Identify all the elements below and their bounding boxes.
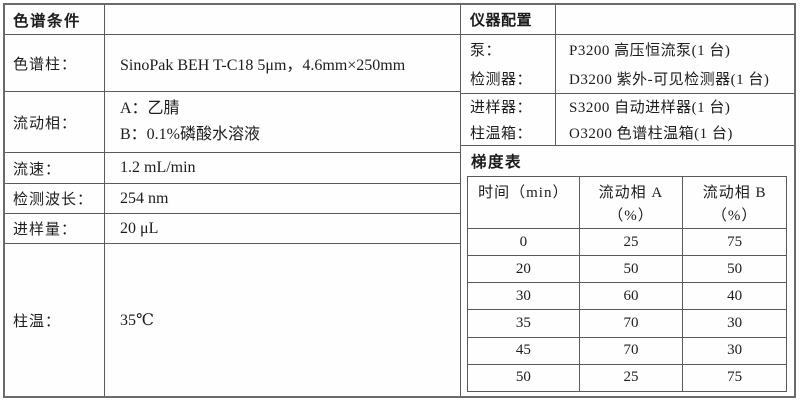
empty-header-cell bbox=[105, 5, 460, 34]
phase-a-column-header: 流动相 A （%） bbox=[578, 176, 684, 229]
pump-value: P3200 高压恒流泵(1 台) bbox=[569, 43, 731, 59]
phase-b-cell: 50 bbox=[682, 255, 787, 284]
table-row: 流速： 1.2 mL/min bbox=[5, 153, 460, 184]
pump-label: 泵： bbox=[470, 43, 502, 59]
wavelength-value: 254 nm bbox=[120, 189, 169, 207]
wavelength-label: 检测波长： bbox=[5, 184, 105, 213]
injection-volume-label: 进样量： bbox=[5, 214, 105, 243]
phase-a-cell: 25 bbox=[578, 363, 684, 393]
oven-value: O3200 色谱柱温箱(1 台) bbox=[569, 125, 733, 142]
injector-label: 进样器： bbox=[470, 100, 533, 117]
gradient-row: 35 70 30 bbox=[467, 309, 787, 338]
phase-b-cell: 30 bbox=[682, 336, 787, 365]
phase-b-cell: 75 bbox=[682, 227, 787, 257]
time-cell: 35 bbox=[467, 309, 580, 338]
empty-header-cell bbox=[556, 5, 794, 34]
oven-label: 柱温箱： bbox=[470, 125, 533, 142]
right-panel-title: 仪器配置 bbox=[470, 13, 533, 29]
column-label: 色谱柱： bbox=[5, 35, 105, 91]
time-cell: 0 bbox=[467, 227, 580, 257]
table-row: 柱温： 35℃ bbox=[5, 244, 460, 396]
gradient-table-title: 梯度表 bbox=[471, 154, 523, 171]
document-sheet: 色谱条件 色谱柱： SinoPak BEH T-C18 5μm，4.6mm×25… bbox=[3, 3, 796, 398]
gradient-row: 50 25 75 bbox=[467, 363, 787, 393]
table-row: 色谱柱： SinoPak BEH T-C18 5μm，4.6mm×250mm bbox=[5, 35, 460, 92]
phase-a-cell: 70 bbox=[578, 309, 684, 338]
phase-b-column-header: 流动相 B （%） bbox=[682, 176, 787, 229]
phase-b-cell: 30 bbox=[682, 309, 787, 338]
instrument-labels: 进样器： 柱温箱： bbox=[461, 94, 556, 145]
time-cell: 20 bbox=[467, 255, 580, 284]
instrument-values: P3200 高压恒流泵(1 台) D3200 紫外-可见检测器(1 台) bbox=[556, 35, 794, 93]
instrument-labels: 泵： 检测器： bbox=[461, 35, 556, 93]
gradient-row: 45 70 30 bbox=[467, 336, 787, 365]
gradient-table-area: 时间（min） 流动相 A （%） 流动相 B （%） 0 bbox=[461, 176, 794, 396]
time-cell: 50 bbox=[467, 363, 580, 393]
column-temp-label: 柱温： bbox=[5, 244, 105, 396]
phase-a-cell: 70 bbox=[578, 336, 684, 365]
injector-oven-row: 进样器： 柱温箱： S3200 自动进样器(1 台) O3200 色谱柱温箱(1… bbox=[461, 94, 794, 146]
time-cell: 45 bbox=[467, 336, 580, 365]
gradient-row: 20 50 50 bbox=[467, 255, 787, 284]
table-row: 色谱条件 bbox=[5, 5, 460, 35]
gradient-header-row: 时间（min） 流动相 A （%） 流动相 B （%） bbox=[467, 176, 787, 229]
phase-b-cell: 40 bbox=[682, 282, 787, 311]
gradient-row: 0 25 75 bbox=[467, 227, 787, 257]
table-row: 检测波长： 254 nm bbox=[5, 184, 460, 214]
injection-volume-value: 20 μL bbox=[120, 219, 159, 237]
pump-detector-row: 泵： 检测器： P3200 高压恒流泵(1 台) D3200 紫外-可见检测器(… bbox=[461, 35, 794, 94]
gradient-table: 时间（min） 流动相 A （%） 流动相 B （%） 0 bbox=[467, 176, 787, 393]
mobile-phase-value: A：乙腈 B：0.1%磷酸水溶液 bbox=[105, 92, 460, 152]
table-row: 进样量： 20 μL bbox=[5, 214, 460, 244]
phase-a-cell: 25 bbox=[578, 227, 684, 257]
time-cell: 30 bbox=[467, 282, 580, 311]
mobile-phase-a: A：乙腈 bbox=[120, 100, 180, 117]
phase-a-cell: 50 bbox=[578, 255, 684, 284]
mobile-phase-label: 流动相： bbox=[5, 92, 105, 152]
detector-label: 检测器： bbox=[470, 72, 533, 88]
detector-value: D3200 紫外-可见检测器(1 台) bbox=[569, 72, 770, 88]
column-value: SinoPak BEH T-C18 5μm，4.6mm×250mm bbox=[120, 57, 406, 74]
instrument-values: S3200 自动进样器(1 台) O3200 色谱柱温箱(1 台) bbox=[556, 94, 794, 145]
instrument-config-panel: 仪器配置 泵： 检测器： P3200 高压恒流泵(1 台) D3200 紫外-可… bbox=[461, 5, 794, 396]
panel-header-row: 仪器配置 bbox=[461, 5, 794, 35]
table-row: 流动相： A：乙腈 B：0.1%磷酸水溶液 bbox=[5, 92, 460, 153]
column-temp-value: 35℃ bbox=[120, 312, 154, 329]
time-column-header: 时间（min） bbox=[467, 176, 580, 229]
left-table-title: 色谱条件 bbox=[5, 5, 105, 34]
gradient-row: 30 60 40 bbox=[467, 282, 787, 311]
chromatography-conditions-table: 色谱条件 色谱柱： SinoPak BEH T-C18 5μm，4.6mm×25… bbox=[5, 5, 461, 396]
mobile-phase-b: B：0.1%磷酸水溶液 bbox=[120, 126, 261, 143]
flow-rate-label: 流速： bbox=[5, 153, 105, 183]
flow-rate-value: 1.2 mL/min bbox=[120, 159, 196, 176]
injector-value: S3200 自动进样器(1 台) bbox=[569, 100, 731, 117]
phase-b-cell: 75 bbox=[682, 363, 787, 393]
phase-a-cell: 60 bbox=[578, 282, 684, 311]
